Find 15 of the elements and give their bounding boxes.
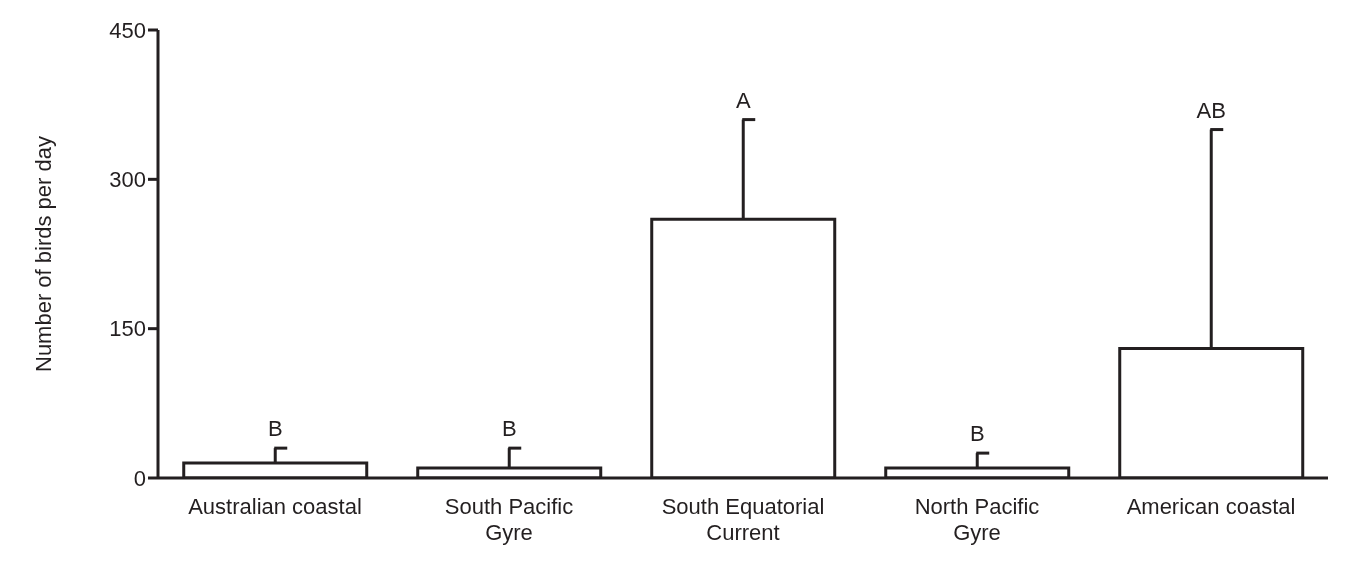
x-tick-label: Australian coastal [188,493,362,519]
y-tick-label: 150 [109,316,146,342]
annotation: AB [1196,97,1226,123]
x-tick-label: North Pacific Gyre [914,493,1040,546]
y-tick-label: 450 [109,17,146,43]
annotation: B [501,416,517,442]
annotation: B [267,416,283,442]
annotation: B [969,421,985,447]
x-tick-label: South Pacific Gyre [444,493,574,546]
annotation: A [735,87,751,113]
y-axis-title: Number of birds per day [30,136,56,372]
y-tick-label: 300 [109,167,146,193]
x-tick-label: American coastal [1126,493,1296,519]
x-tick-label: South Equatorial Current [661,493,825,546]
y-tick-label: 0 [133,465,146,491]
